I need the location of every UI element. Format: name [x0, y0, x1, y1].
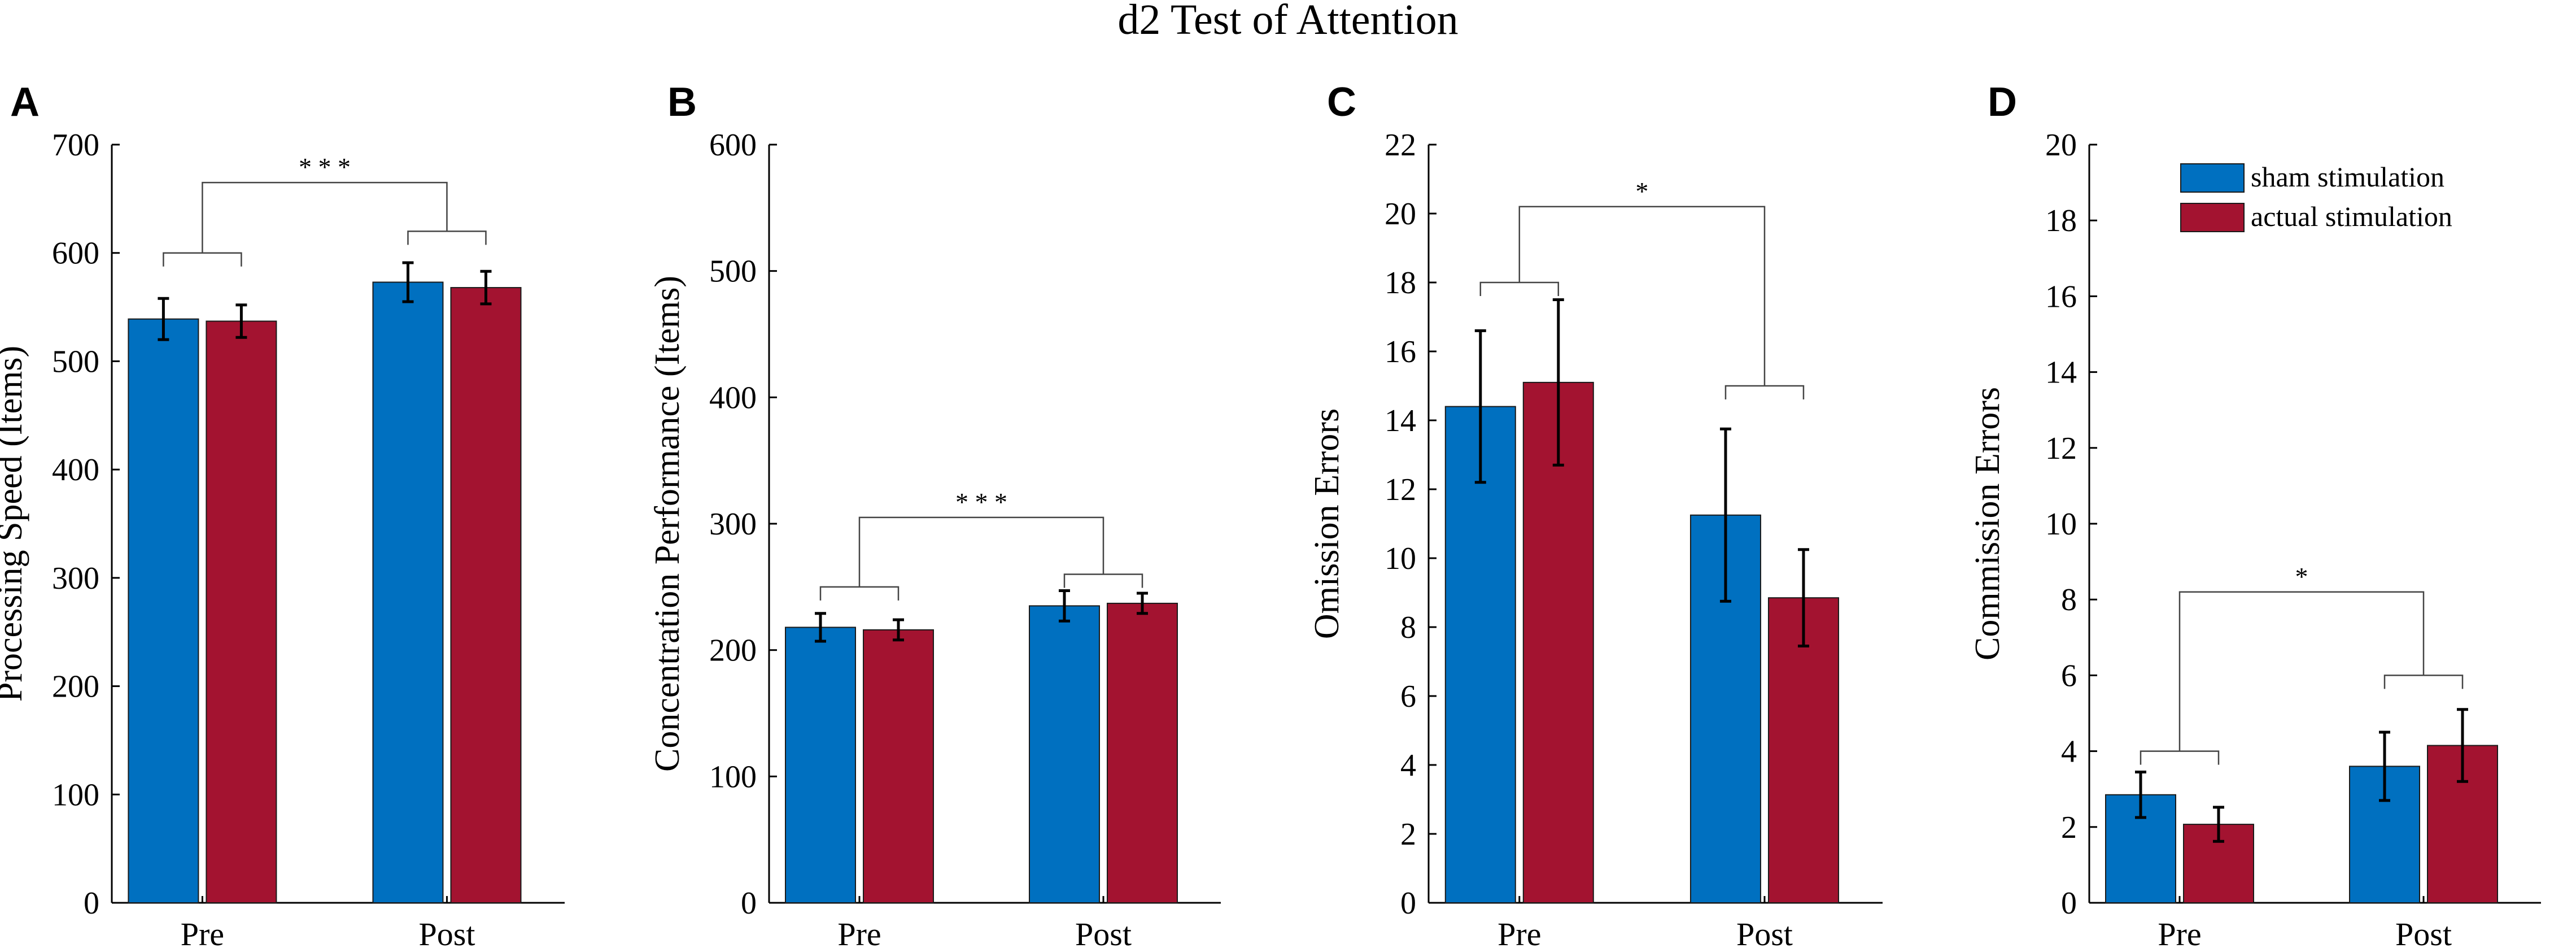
- y-tick-label: 20: [2045, 128, 2077, 163]
- y-tick-label: 22: [1385, 128, 1416, 163]
- x-tick-label: Post: [419, 916, 475, 948]
- significance-bracket: [2178, 591, 2425, 751]
- y-tick-label: 12: [2045, 431, 2077, 466]
- panel-letter: D: [1988, 80, 2017, 125]
- significance-label: * * *: [299, 153, 351, 181]
- significance-bracket: [202, 181, 448, 253]
- y-tick-label: 2: [1400, 817, 1416, 852]
- y-tick-label: 16: [2045, 279, 2077, 314]
- y-tick-label: 200: [709, 633, 757, 668]
- y-axis-label: Concentration Performance (Items): [648, 276, 687, 772]
- pair-bracket: [1063, 573, 1143, 588]
- pair-bracket: [1724, 385, 1805, 399]
- y-tick-label: 18: [1385, 266, 1416, 301]
- y-tick-label: 8: [1400, 610, 1416, 645]
- y-tick-label: 200: [52, 669, 99, 705]
- y-tick-label: 0: [741, 886, 757, 921]
- bar-sham-pre: [785, 627, 856, 903]
- y-tick-label: 2: [2061, 810, 2077, 845]
- bar-actual-pre: [1522, 381, 1594, 903]
- pair-bracket: [2140, 750, 2220, 765]
- bar-actual-pre: [863, 629, 934, 903]
- y-tick-label: 8: [2061, 582, 2077, 617]
- y-tick-label: 14: [1385, 403, 1416, 438]
- significance-label: *: [2295, 562, 2308, 591]
- panel-a: A 0 100 200 300 400 500 600 700 Processing Speed …: [0, 80, 565, 948]
- bar-sham-pre: [1444, 406, 1516, 903]
- panel-c: C 0 2 4 6 8 10 12 14 16 18 20 22 Omission Errors Pre Po…: [1308, 80, 1883, 948]
- y-tick-label: 0: [84, 886, 99, 921]
- bar-actual-post: [450, 287, 522, 903]
- y-tick-label: 4: [2061, 734, 2077, 769]
- bar-actual-pre: [206, 320, 277, 903]
- x-tick-label: Pre: [837, 916, 881, 948]
- panel-letter: B: [667, 80, 697, 125]
- x-tick-label: Post: [1736, 916, 1793, 948]
- y-tick-label: 300: [52, 561, 99, 596]
- pair-bracket: [1479, 281, 1560, 296]
- pair-bracket: [407, 231, 487, 245]
- y-tick-label: 100: [52, 777, 99, 812]
- y-tick-label: 12: [1385, 472, 1416, 507]
- x-tick-label: Pre: [181, 916, 224, 948]
- y-tick-label: 20: [1385, 197, 1416, 232]
- x-tick-label: Post: [1075, 916, 1132, 948]
- x-tick-label: Pre: [1497, 916, 1541, 948]
- legend-label-actual: actual stimulation: [2251, 201, 2452, 232]
- y-tick-label: 300: [709, 507, 757, 542]
- y-tick-label: 500: [52, 344, 99, 379]
- figure-title: d2 Test of Attention: [1117, 0, 1458, 44]
- y-tick-label: 16: [1385, 334, 1416, 369]
- y-tick-label: 500: [709, 254, 757, 289]
- y-tick-label: 100: [709, 759, 757, 794]
- bar-sham-pre: [128, 318, 199, 903]
- legend-swatch-actual: [2180, 203, 2245, 232]
- y-tick-label: 14: [2045, 355, 2077, 390]
- legend: sham stimulation actual stimulation: [2180, 161, 2452, 232]
- y-tick-label: 400: [709, 380, 757, 415]
- y-tick-label: 600: [709, 128, 757, 163]
- legend-label-sham: sham stimulation: [2251, 161, 2444, 193]
- panel-d: D 0 2 4 6 8 10 12 14 16 18 20 Commission Errors Pre Po…: [1968, 80, 2541, 948]
- panel-b: B 0 100 200 300 400 500 600 Concentration Perfor…: [648, 80, 1221, 948]
- y-tick-label: 0: [1400, 886, 1416, 921]
- bar-actual-post: [1767, 597, 1839, 903]
- y-tick-label: 4: [1400, 748, 1416, 783]
- bar-sham-post: [372, 281, 444, 903]
- significance-bracket: [1518, 206, 1766, 386]
- y-tick-label: 10: [2045, 507, 2077, 542]
- y-tick-label: 6: [1400, 679, 1416, 714]
- bar-sham-post: [1029, 605, 1100, 903]
- y-tick-label: 0: [2061, 886, 2077, 921]
- y-axis-label: Processing Speed (Items): [0, 346, 29, 702]
- y-tick-label: 600: [52, 236, 99, 271]
- significance-bracket: [858, 516, 1104, 587]
- legend-swatch-sham: [2180, 163, 2245, 193]
- panel-letter: A: [10, 80, 40, 125]
- significance-label: * * *: [955, 488, 1007, 516]
- panel-letter: C: [1327, 80, 1356, 125]
- y-tick-label: 400: [52, 453, 99, 488]
- x-tick-label: Pre: [2158, 916, 2201, 948]
- pair-bracket: [819, 586, 900, 601]
- pair-bracket: [2383, 675, 2464, 689]
- y-tick-label: 18: [2045, 203, 2077, 238]
- x-tick-label: Post: [2395, 916, 2452, 948]
- bar-actual-post: [1107, 602, 1178, 904]
- y-tick-label: 700: [52, 128, 99, 163]
- y-tick-label: 6: [2061, 658, 2077, 693]
- y-axis-label: Commission Errors: [1968, 387, 2007, 660]
- y-tick-label: 10: [1385, 541, 1416, 576]
- y-axis-label: Omission Errors: [1308, 408, 1346, 639]
- significance-label: *: [1635, 177, 1648, 206]
- pair-bracket: [163, 252, 242, 267]
